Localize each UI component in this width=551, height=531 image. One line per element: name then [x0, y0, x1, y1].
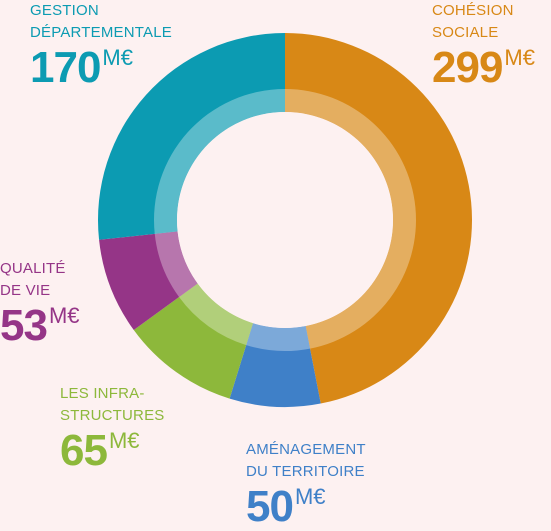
donut-slice-3 [99, 231, 198, 330]
label-cohesion-sociale: COHÉSION SOCIALE 299M€ [432, 0, 535, 90]
donut-slice-1 [229, 323, 321, 407]
segment-name: DU TERRITOIRE [246, 463, 365, 480]
donut-hole [177, 112, 393, 328]
segment-name: SOCIALE [432, 24, 499, 41]
label-gestion-departementale: GESTION DÉPARTEMENTALE 170M€ [30, 0, 172, 90]
donut-slice-2 [133, 283, 253, 399]
donut-slice-0 [285, 33, 473, 404]
segment-name: AMÉNAGEMENT [246, 441, 366, 458]
segment-value: 170M€ [30, 43, 133, 92]
label-infrastructures: LES INFRA- STRUCTURES 65M€ [60, 383, 165, 473]
segment-name: GESTION [30, 2, 99, 19]
segment-name: DÉPARTEMENTALE [30, 24, 172, 41]
label-qualite-de-vie: QUALITÉ DE VIE 53M€ [0, 258, 80, 348]
segment-value: 53M€ [0, 301, 80, 350]
donut-slice-4 [98, 33, 285, 240]
segment-name: COHÉSION [432, 2, 514, 19]
segment-name: LES INFRA- [60, 385, 145, 402]
segment-name: STRUCTURES [60, 407, 165, 424]
segment-name: QUALITÉ [0, 260, 66, 277]
segment-value: 65M€ [60, 426, 140, 475]
segment-value: 299M€ [432, 43, 535, 92]
segment-value: 50M€ [246, 482, 326, 531]
label-amenagement-du-territoire: AMÉNAGEMENT DU TERRITOIRE 50M€ [246, 439, 366, 529]
segment-name: DE VIE [0, 282, 51, 299]
